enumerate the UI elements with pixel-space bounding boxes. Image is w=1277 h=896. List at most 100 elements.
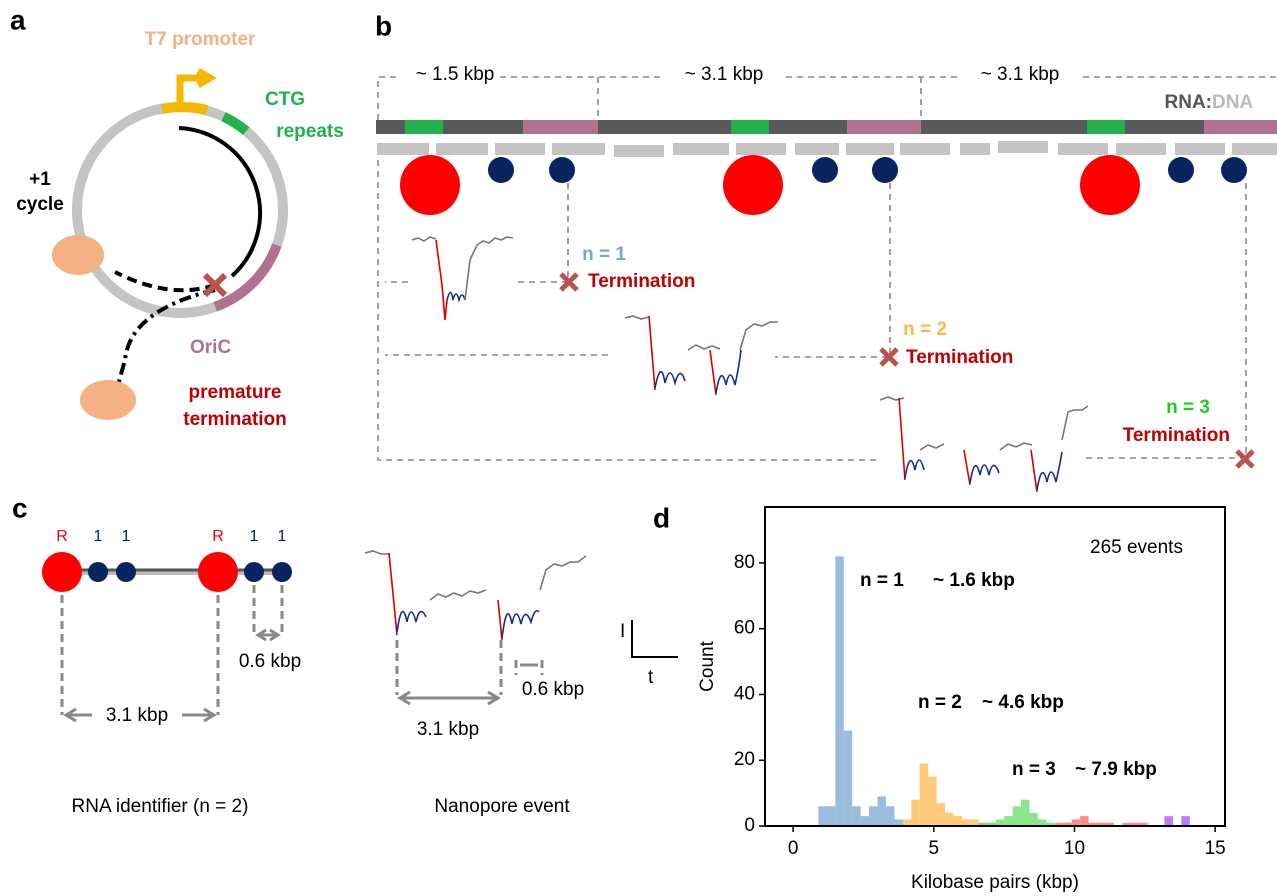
event-label: Termination [906, 347, 1013, 368]
y-tick-label: 40 [734, 683, 755, 704]
bar [995, 819, 1005, 826]
gap [960, 64, 1080, 88]
scale-label: I [620, 621, 625, 642]
label: termination [183, 409, 286, 430]
y-tick-label: 80 [734, 552, 755, 573]
label: cycle [16, 194, 64, 215]
bar [843, 730, 853, 826]
bar [885, 806, 895, 826]
bar [877, 796, 886, 826]
gap [400, 64, 500, 88]
bar [911, 799, 920, 826]
bar [1037, 819, 1047, 826]
guides [60, 585, 544, 715]
event-n: n = 2 [903, 319, 947, 340]
annotation: ~ 7.9 kbp [1075, 759, 1157, 780]
bar [1080, 816, 1089, 826]
bar [936, 802, 946, 826]
identifier-1 [116, 562, 136, 582]
marker: 1 [94, 528, 103, 545]
bar [953, 816, 962, 826]
markers: R 1 1 R 1 1 [56, 528, 286, 545]
bar [835, 556, 844, 826]
x-tick-label: 10 [1064, 838, 1085, 859]
traces [411, 236, 1089, 493]
x-tick-label: 0 [788, 838, 799, 859]
bar [1021, 799, 1030, 826]
span-label: ~ 3.1 kbp [981, 64, 1060, 85]
panel-d: d 0 20 40 60 80 0 5 10 15 Kilobase pairs (kbp) Cou… [653, 502, 1226, 893]
bar [1012, 806, 1022, 826]
release-arrow [116, 288, 216, 386]
distance: 0.6 kbp [522, 679, 584, 700]
bar [902, 819, 912, 826]
span-label: ~ 1.5 kbp [416, 64, 495, 85]
measure [68, 633, 538, 717]
distance: 3.1 kbp [417, 719, 479, 740]
bar [894, 819, 903, 826]
bar [1088, 822, 1097, 826]
marker: 1 [250, 528, 259, 545]
bar [987, 822, 996, 826]
bar [1130, 822, 1140, 826]
bar [1096, 822, 1106, 826]
annotation: 265 events [1090, 537, 1183, 558]
polymerase [52, 235, 104, 275]
polymerase [80, 380, 136, 420]
bar [1071, 819, 1081, 826]
arrowheads [63, 628, 501, 723]
dna-label: DNA [1212, 92, 1253, 113]
panel-letter: c [12, 492, 28, 523]
bar [970, 819, 979, 826]
bar [1054, 822, 1064, 826]
promoter-arrow [176, 67, 217, 105]
label: premature [189, 382, 282, 403]
x-tick-label: 5 [929, 838, 940, 859]
panel-a: a T7 promoter CTG repeats +1 cycle OriC … [10, 4, 344, 430]
identifier-1 [88, 562, 108, 582]
y-tick-label: 60 [734, 618, 755, 639]
bar [961, 819, 971, 826]
span-bracket [377, 76, 1277, 120]
bar [1046, 822, 1055, 826]
rna-label: RNA: [1165, 92, 1213, 113]
annotation: n = 2 [918, 692, 962, 713]
stop-marks [559, 272, 1255, 469]
bar [1164, 816, 1173, 826]
gap [92, 705, 182, 727]
scale-label: t [648, 667, 654, 688]
bar [852, 806, 861, 826]
caption: Nanopore event [434, 796, 570, 817]
panel-b: b ~ 1.5 kbp ~ 3.1 kbp ~ 3.1 kbp RNA: DNA… [375, 10, 1277, 493]
label: OriC [190, 337, 231, 358]
annotation: n = 3 [1012, 759, 1056, 780]
label: CTG [265, 89, 305, 110]
marker: R [56, 528, 68, 545]
bar [1029, 812, 1038, 826]
bar [1105, 822, 1114, 826]
bar [1139, 822, 1148, 826]
dna-fragments [377, 141, 1277, 157]
marker: R [212, 528, 224, 545]
oric-arc [213, 243, 282, 312]
annotation: ~ 4.6 kbp [982, 692, 1064, 713]
identifiers-1 [488, 157, 1247, 183]
event-label: Termination [588, 271, 695, 292]
span-label: ~ 3.1 kbp [685, 64, 764, 85]
gap [665, 64, 785, 88]
event-label: Termination [1123, 425, 1230, 446]
bar [1063, 822, 1072, 826]
y-axis-label: Count [697, 640, 718, 691]
identifier-r [42, 552, 82, 592]
event-n: n = 3 [1166, 397, 1210, 418]
repeats [405, 120, 1125, 134]
bar [1004, 816, 1013, 826]
cycle-arrow [114, 270, 216, 293]
panel-c: c R 1 1 R 1 1 3.1 kbp 0.6 kbp RNA identi… [12, 492, 678, 817]
bar [826, 806, 836, 826]
x-tick-label: 15 [1205, 838, 1226, 859]
transcript [178, 126, 262, 278]
bar [1181, 816, 1190, 826]
rna-strand [376, 120, 1277, 134]
label: repeats [276, 121, 344, 142]
